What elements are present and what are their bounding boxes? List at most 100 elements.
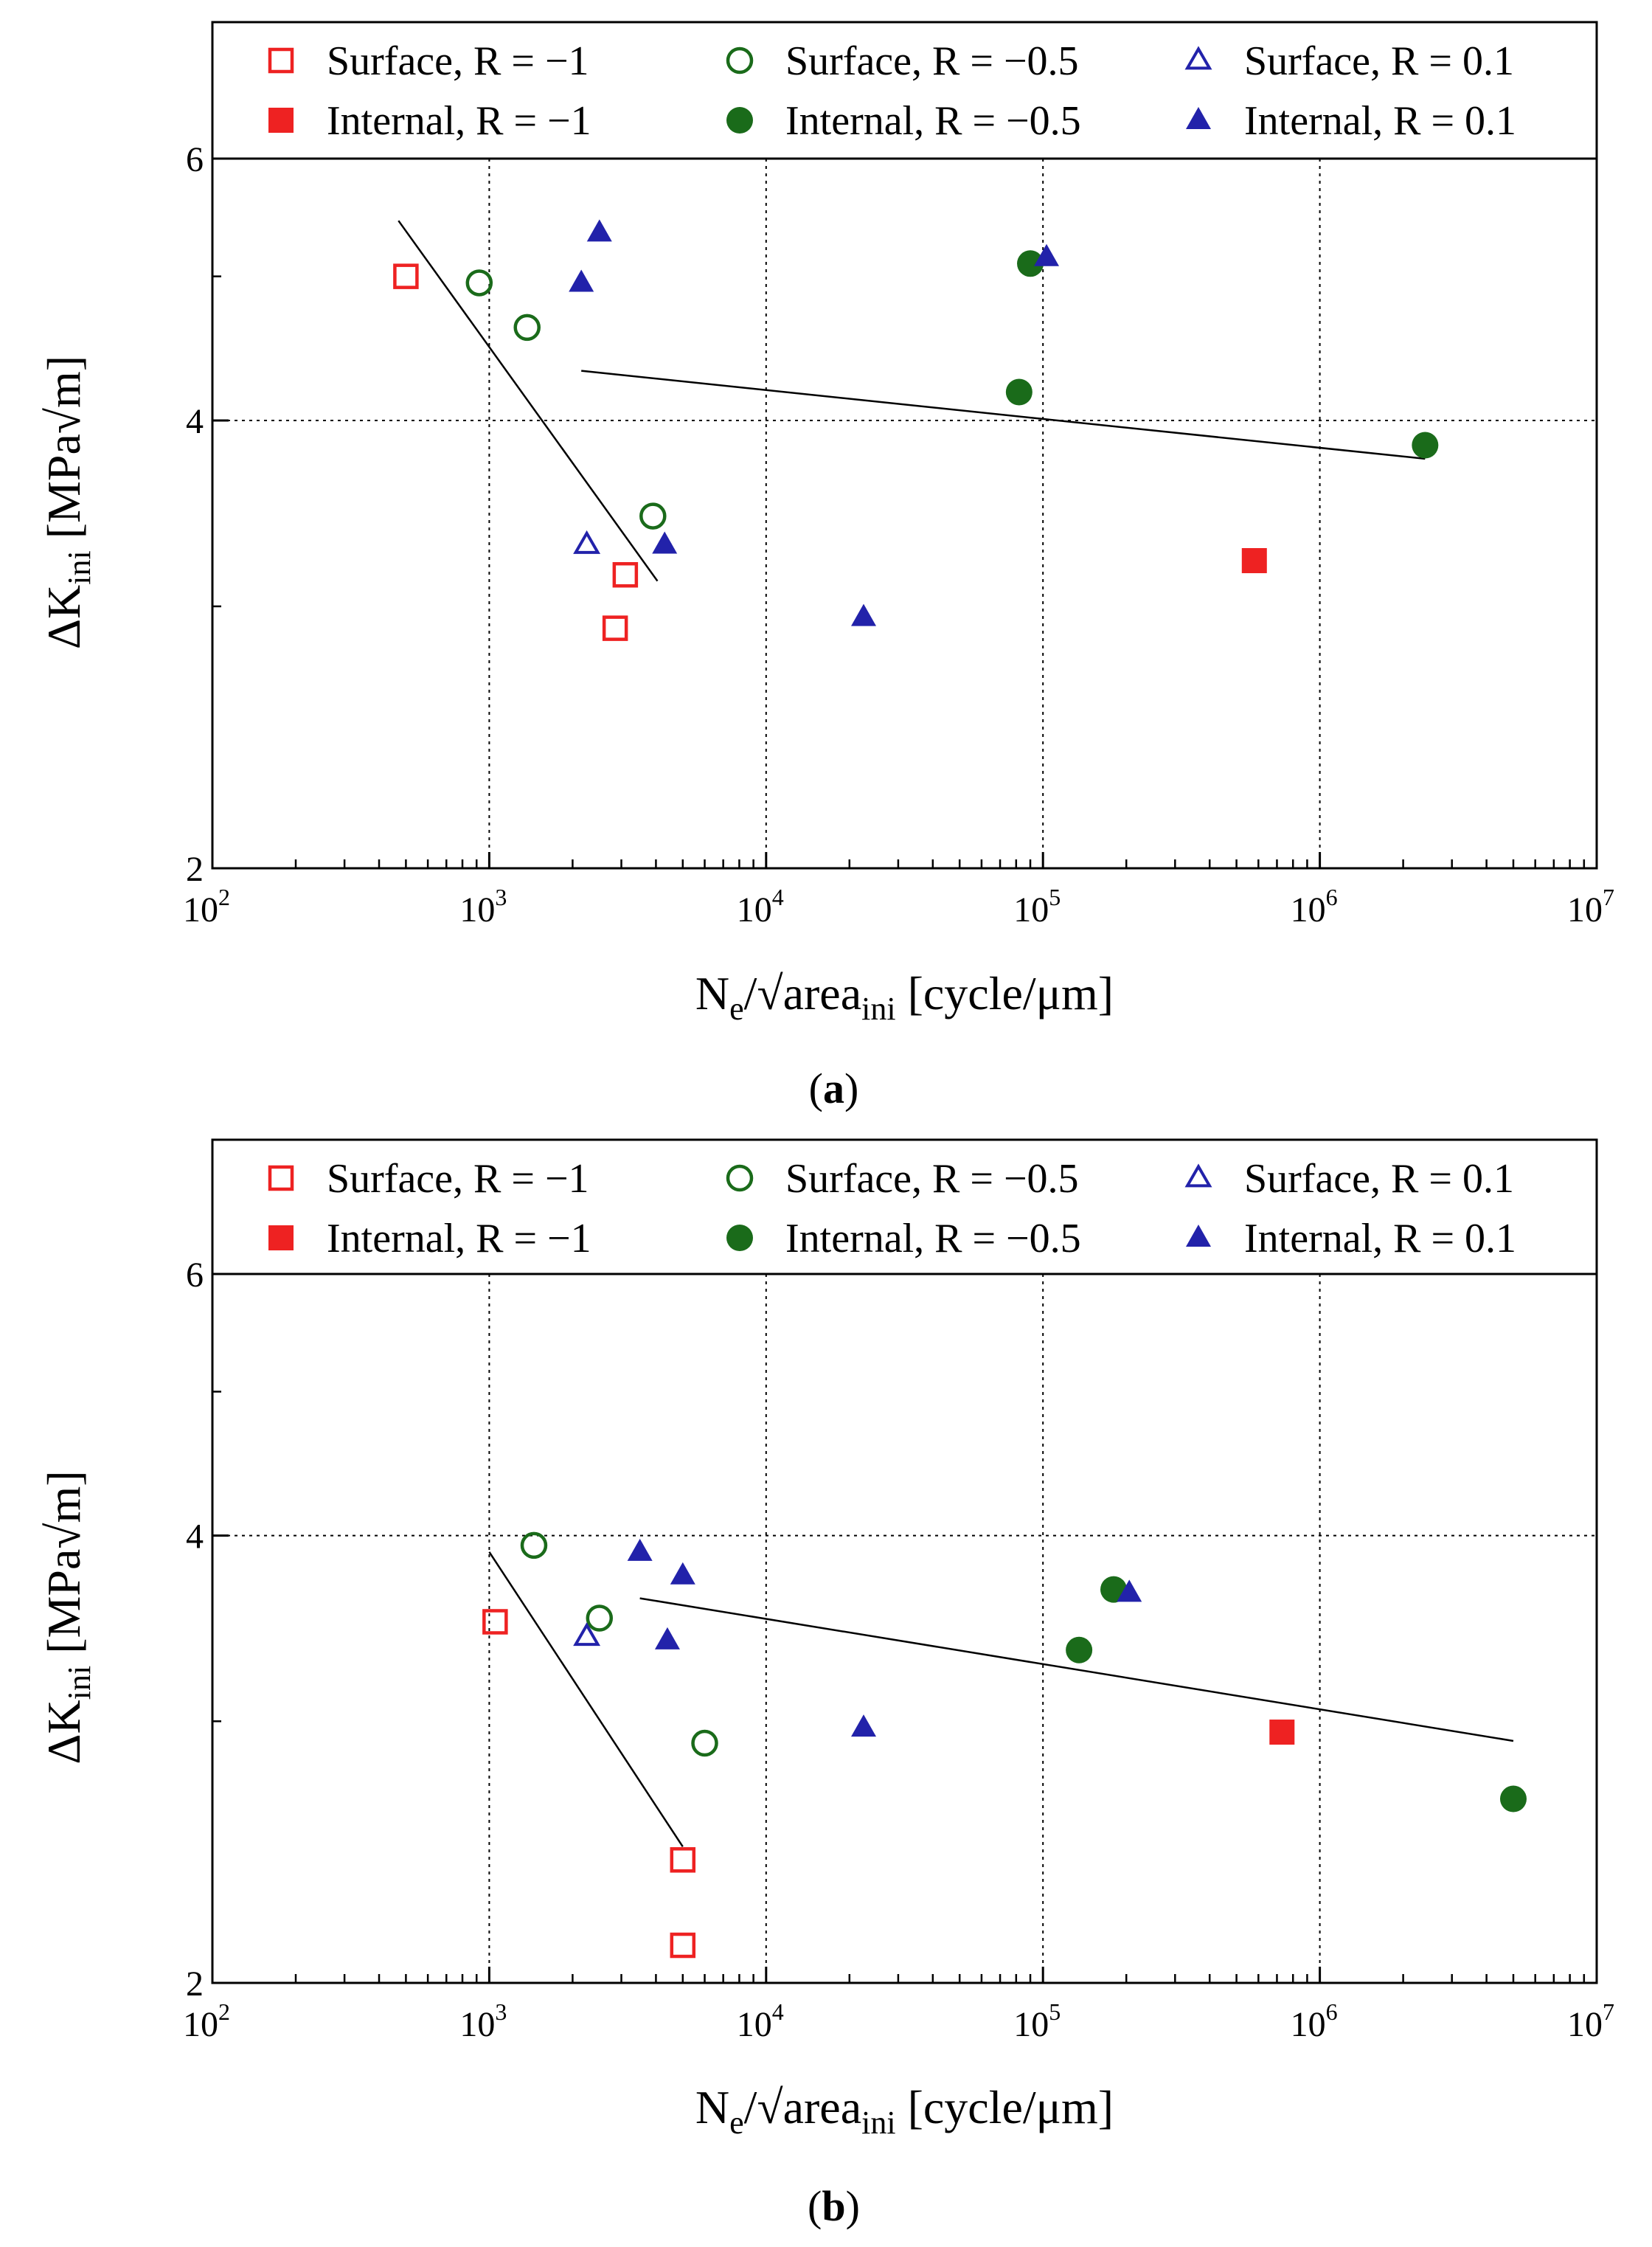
x-tick-exponent: 5	[1049, 1998, 1061, 2025]
data-point	[520, 1531, 548, 1559]
x-axis-title-sub: e	[729, 991, 744, 1027]
legend-box	[211, 1138, 1598, 1275]
x-tick-label: 103	[459, 884, 507, 929]
fit-line	[398, 220, 659, 582]
x-axis-title-mid: /√area	[744, 2081, 861, 2133]
y-axis-title-main: ΔK	[38, 1700, 90, 1764]
x-tick-label: 104	[737, 1998, 784, 2044]
legend-label: Internal, R = −0.5	[785, 1216, 1081, 1261]
legend-marker	[726, 46, 754, 75]
x-tick-label: 106	[1291, 1998, 1338, 2044]
legend-label: Surface, R = 0.1	[1244, 38, 1514, 84]
legend-label: Internal, R = −1	[327, 1216, 591, 1261]
y-axis-title-main: ΔK	[38, 585, 90, 649]
legend-marker	[268, 108, 294, 133]
legend-label: Internal, R = 0.1	[1244, 98, 1516, 144]
x-axis-title-sub: e	[729, 2105, 744, 2141]
y-axis-title: ΔKini [MPa√m]	[38, 1470, 97, 1764]
y-tick-label: 6	[186, 140, 204, 179]
data-point	[652, 531, 678, 554]
legend-label: Surface, R = −1	[327, 1156, 589, 1202]
x-tick-label: 102	[183, 884, 230, 929]
x-tick-base: 10	[1013, 2005, 1049, 2044]
x-tick-label: 103	[459, 1998, 507, 2044]
legend-label: Internal, R = 0.1	[1244, 1216, 1516, 1261]
data-point	[1241, 547, 1267, 573]
x-tick-label: 105	[1013, 1998, 1061, 2044]
data-point	[513, 314, 541, 342]
data-point	[602, 615, 628, 641]
fit-line	[488, 1551, 684, 1848]
data-point	[612, 561, 639, 588]
caption-letter: a	[823, 1064, 844, 1112]
x-tick-exponent: 3	[495, 1998, 507, 2025]
caption-open-paren: (	[809, 1064, 823, 1112]
x-tick-base: 10	[737, 890, 772, 929]
y-tick-label: 2	[186, 1964, 204, 2004]
data-point	[569, 269, 594, 292]
caption-close-paren: )	[846, 2182, 860, 2230]
x-tick-exponent: 6	[1326, 884, 1338, 910]
x-axis-title-main: N	[695, 967, 729, 1019]
x-axis-title-unit: [cycle/μm]	[896, 967, 1114, 1019]
x-tick-exponent: 2	[218, 884, 230, 910]
y-tick-label: 4	[186, 1517, 204, 1557]
x-tick-label: 107	[1567, 884, 1614, 929]
y-tick-label: 4	[186, 402, 204, 441]
x-tick-label: 102	[183, 1998, 230, 2044]
legend-box	[211, 21, 1598, 160]
data-point	[1066, 1636, 1093, 1663]
y-tick-label: 6	[186, 1256, 204, 1295]
data-point	[670, 1562, 695, 1585]
legend-marker	[726, 107, 753, 134]
data-point	[1499, 1785, 1527, 1813]
data-point	[1269, 1720, 1295, 1745]
x-tick-base: 10	[1567, 2005, 1603, 2044]
x-tick-exponent: 7	[1603, 1998, 1614, 2025]
data-point	[586, 219, 612, 242]
data-point	[654, 1627, 680, 1649]
data-point	[670, 1847, 696, 1873]
legend-marker	[268, 47, 294, 74]
legend-label: Internal, R = −0.5	[785, 98, 1081, 144]
legend-marker	[1184, 46, 1212, 70]
x-axis-title-sub2: ini	[861, 991, 895, 1027]
x-tick-exponent: 2	[218, 1998, 230, 2025]
x-tick-label: 106	[1291, 884, 1338, 929]
x-tick-label: 107	[1567, 1998, 1614, 2044]
legend-label: Surface, R = −0.5	[785, 1156, 1079, 1202]
data-point	[691, 1729, 718, 1757]
x-tick-base: 10	[459, 2005, 495, 2044]
fit-line	[581, 370, 1426, 460]
x-tick-base: 10	[459, 890, 495, 929]
x-tick-base: 10	[183, 2005, 218, 2044]
y-axis-title-sub: ini	[61, 550, 97, 584]
data-point	[573, 1622, 601, 1647]
data-point	[586, 1604, 614, 1632]
data-point	[851, 1714, 877, 1737]
panel-caption: (b)	[808, 2182, 860, 2230]
y-axis-title-unit: [MPa√m]	[38, 1470, 90, 1665]
fit-line	[639, 1597, 1514, 1742]
data-point	[1117, 1579, 1142, 1602]
x-tick-base: 10	[1013, 890, 1049, 929]
x-tick-exponent: 4	[772, 1998, 784, 2025]
y-tick-label: 2	[186, 850, 204, 889]
x-tick-exponent: 3	[495, 884, 507, 910]
data-point	[1005, 378, 1032, 406]
data-point	[627, 1538, 653, 1561]
legend-label: Surface, R = 0.1	[1244, 1156, 1514, 1202]
data-point	[482, 1609, 508, 1635]
x-axis-title: Ne/√areaini [cycle/μm]	[695, 2081, 1114, 2141]
legend-marker	[726, 1225, 753, 1251]
x-axis-title-unit: [cycle/μm]	[896, 2081, 1114, 2133]
x-tick-exponent: 6	[1326, 1998, 1338, 2025]
x-axis-title-main: N	[695, 2081, 729, 2133]
legend-label: Surface, R = −0.5	[785, 38, 1079, 84]
x-tick-base: 10	[1291, 2005, 1326, 2044]
caption-open-paren: (	[808, 2182, 822, 2230]
data-point	[1034, 243, 1060, 266]
